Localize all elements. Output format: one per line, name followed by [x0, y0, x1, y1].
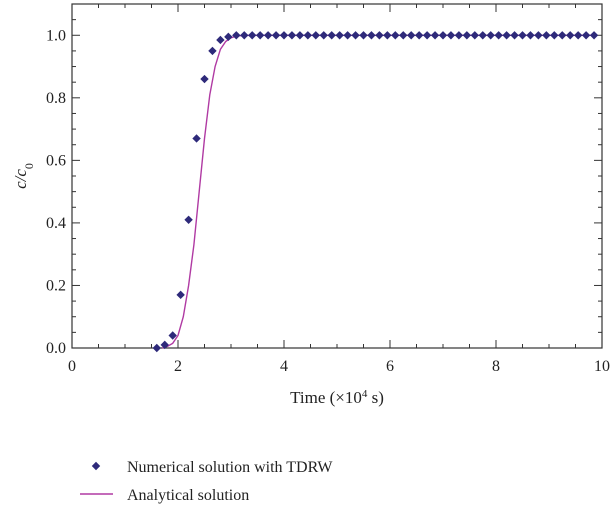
data-point	[263, 31, 273, 40]
data-point	[255, 31, 265, 40]
data-point	[240, 31, 249, 40]
series-markers-numerical	[152, 31, 599, 353]
data-point	[184, 215, 193, 224]
data-point	[478, 31, 487, 40]
data-point	[550, 31, 559, 40]
data-point	[510, 31, 519, 40]
data-point	[168, 331, 177, 340]
data-point	[327, 31, 336, 40]
x-tick-label: 2	[174, 358, 182, 375]
data-point	[311, 31, 320, 40]
data-point	[160, 340, 169, 350]
series-line-analytical	[161, 34, 597, 349]
data-point	[224, 32, 233, 42]
legend-label-analytical: Analytical solution	[127, 487, 249, 504]
x-tick-label: 8	[492, 358, 500, 375]
y-tick-label: 0.4	[46, 215, 66, 232]
data-point	[295, 31, 305, 40]
data-point	[232, 31, 241, 40]
data-point	[518, 31, 527, 40]
y-tick-label: 0.2	[46, 277, 66, 294]
y-tick-label: 0.0	[46, 340, 66, 357]
data-point	[208, 46, 217, 56]
x-axis-label-suffix: s)	[367, 388, 384, 407]
data-point	[470, 31, 479, 40]
y-tick-label: 1.0	[46, 27, 66, 44]
data-point	[566, 31, 575, 40]
data-point	[303, 31, 313, 40]
data-point	[216, 35, 225, 45]
data-point	[359, 31, 368, 40]
data-point	[573, 31, 583, 40]
data-point	[534, 31, 543, 40]
data-point	[581, 31, 591, 40]
x-axis-label-exponent: 4	[362, 388, 368, 400]
data-point	[486, 31, 495, 40]
data-point	[589, 31, 599, 40]
data-point	[271, 31, 281, 40]
data-point	[367, 31, 376, 40]
data-point	[462, 31, 472, 40]
data-point	[399, 31, 408, 40]
data-point	[152, 343, 161, 353]
axis-ticks	[71, 3, 603, 349]
data-point	[422, 31, 432, 40]
x-tick-label: 6	[386, 358, 394, 375]
legend-marker-diamond	[91, 461, 101, 471]
data-point	[200, 74, 209, 84]
legend: Numerical solution with TDRW Analytical …	[80, 459, 333, 504]
data-point	[248, 31, 257, 40]
y-axis-label-main: c/c	[11, 169, 30, 189]
data-point	[391, 31, 400, 40]
data-point	[454, 31, 464, 40]
y-axis-label-sub: 0	[22, 163, 36, 169]
data-point	[407, 31, 416, 40]
legend-label-numerical: Numerical solution with TDRW	[127, 459, 333, 476]
x-tick-label: 4	[280, 358, 288, 375]
x-axis-label-prefix: Time (×10	[290, 388, 362, 407]
data-point	[494, 31, 503, 40]
x-axis-label: Time (×104 s)	[290, 388, 384, 407]
data-point	[279, 31, 289, 40]
data-point	[558, 31, 567, 40]
data-point	[343, 31, 352, 40]
data-point	[438, 31, 448, 40]
data-point	[335, 31, 344, 40]
data-point	[192, 134, 201, 143]
data-point	[446, 31, 456, 40]
data-point	[526, 31, 535, 40]
data-point	[319, 31, 328, 40]
x-tick-label: 0	[68, 358, 76, 375]
plot-frame	[71, 3, 603, 349]
x-tick-label: 10	[594, 358, 610, 375]
data-point	[351, 31, 360, 40]
data-point	[414, 31, 424, 40]
data-point	[176, 290, 185, 300]
data-point	[502, 31, 511, 40]
data-point	[430, 31, 440, 40]
data-point	[375, 31, 384, 40]
y-tick-label: 0.8	[46, 90, 66, 107]
y-tick-label: 0.6	[46, 152, 66, 169]
data-point	[287, 31, 297, 40]
data-point	[383, 31, 392, 40]
data-point	[542, 31, 551, 40]
y-axis-label: c/c0	[11, 163, 36, 189]
tick-labels: 0 2 4 6 8 10 0.0 0.2 0.4 0.6 0.8 1.0	[46, 27, 610, 375]
